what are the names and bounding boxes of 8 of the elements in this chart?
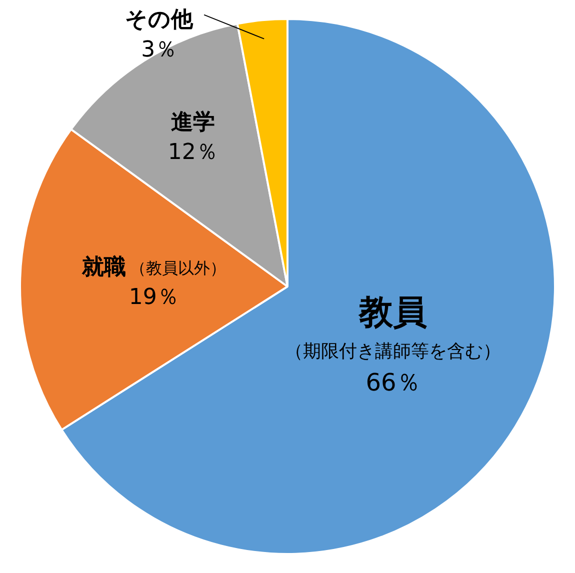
slice-label: その他 [125, 8, 194, 33]
slice-label: 就職（教員以外） [80, 255, 226, 280]
data-label: 66％ [366, 368, 420, 397]
data-label: 3％ [141, 38, 178, 63]
data-label: 19％ [128, 285, 179, 310]
slice-label: 教員（期限付き講師等を含む） [284, 292, 501, 362]
slice-label: 進学 [170, 110, 215, 136]
data-label: 12％ [168, 140, 218, 166]
